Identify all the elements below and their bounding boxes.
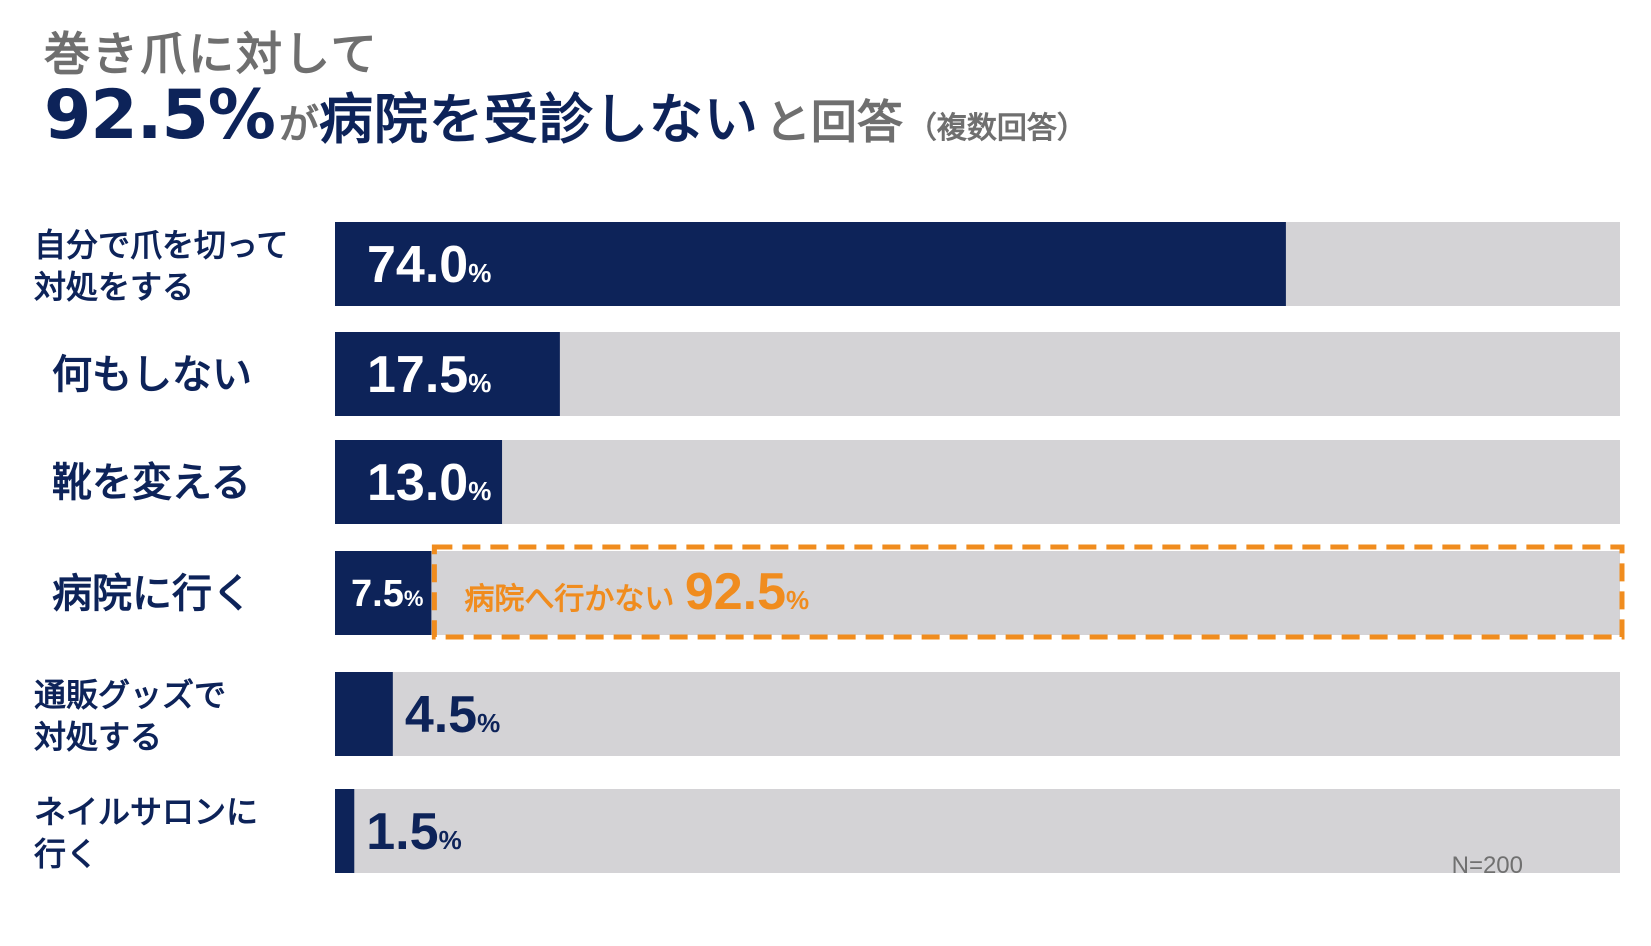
bar-5	[335, 789, 355, 873]
headline-particle: が	[278, 102, 319, 148]
value-unit: %	[477, 708, 500, 738]
sample-size-note: N=200	[1451, 852, 1523, 879]
bar-3	[335, 551, 432, 635]
category-label-line: 通販グッズで	[34, 676, 226, 714]
bar-track-3	[335, 551, 1620, 635]
value-label-2: 13.0%	[367, 454, 491, 512]
highlight-dashed-box	[431, 544, 1625, 640]
value-number: 17.5	[367, 346, 468, 404]
category-label-line: 何もしない	[52, 352, 252, 398]
highlight-value: 92.5	[685, 563, 786, 621]
value-unit: %	[468, 258, 491, 288]
value-unit: %	[404, 586, 424, 611]
bar-1	[335, 332, 560, 416]
category-label-line: 対処をする	[34, 268, 194, 306]
category-label-line: 行く	[34, 835, 98, 873]
category-label-5: ネイルサロンに行く	[34, 793, 258, 873]
category-label-line: 靴を変える	[52, 460, 251, 506]
value-number: 7.5	[351, 573, 404, 615]
highlight-unit: %	[786, 585, 809, 615]
headline-value: 92.5%	[44, 76, 276, 155]
chart-title-line2: 92.5% が病院を受診しない と回答 （複数回答）	[44, 82, 1087, 162]
chart-title-line1: 巻き爪に対して	[44, 27, 379, 81]
bar-0	[335, 222, 1286, 306]
bar-2	[335, 440, 503, 524]
category-label-3: 病院に行く	[52, 571, 252, 617]
value-unit: %	[439, 825, 462, 855]
category-label-line: 対処する	[34, 718, 162, 756]
category-label-2: 靴を変える	[52, 460, 251, 506]
value-unit: %	[468, 476, 491, 506]
headline-to: と回答	[764, 95, 903, 149]
category-label-1: 何もしない	[52, 352, 252, 398]
category-label-4: 通販グッズで対処する	[34, 676, 226, 756]
category-label-line: 病院に行く	[52, 571, 252, 617]
headline-note: （複数回答）	[906, 111, 1087, 146]
value-label-0: 74.0%	[367, 236, 491, 294]
category-label-line: 自分で爪を切って	[34, 226, 288, 264]
value-number: 4.5	[405, 686, 477, 744]
value-label-1: 17.5%	[367, 346, 491, 404]
bar-track-5	[335, 789, 1620, 873]
value-number: 13.0	[367, 454, 468, 512]
value-unit: %	[468, 368, 491, 398]
value-number: 74.0	[367, 236, 468, 294]
highlight-text: 病院へ行かない	[464, 582, 684, 617]
category-label-0: 自分で爪を切って対処をする	[34, 226, 288, 306]
highlight-annotation: 病院へ行かない 92.5%	[464, 563, 809, 621]
bar-track-2	[335, 440, 1620, 524]
bar-track-4	[335, 672, 1620, 756]
bar-4	[335, 672, 393, 756]
value-label-5: 1.5%	[366, 803, 461, 861]
headline-main: 病院を受診しない	[318, 88, 759, 151]
value-number: 1.5	[366, 803, 438, 861]
value-label-4: 4.5%	[405, 686, 500, 744]
category-label-line: ネイルサロンに	[34, 793, 258, 831]
value-label-3: 7.5%	[351, 573, 423, 615]
